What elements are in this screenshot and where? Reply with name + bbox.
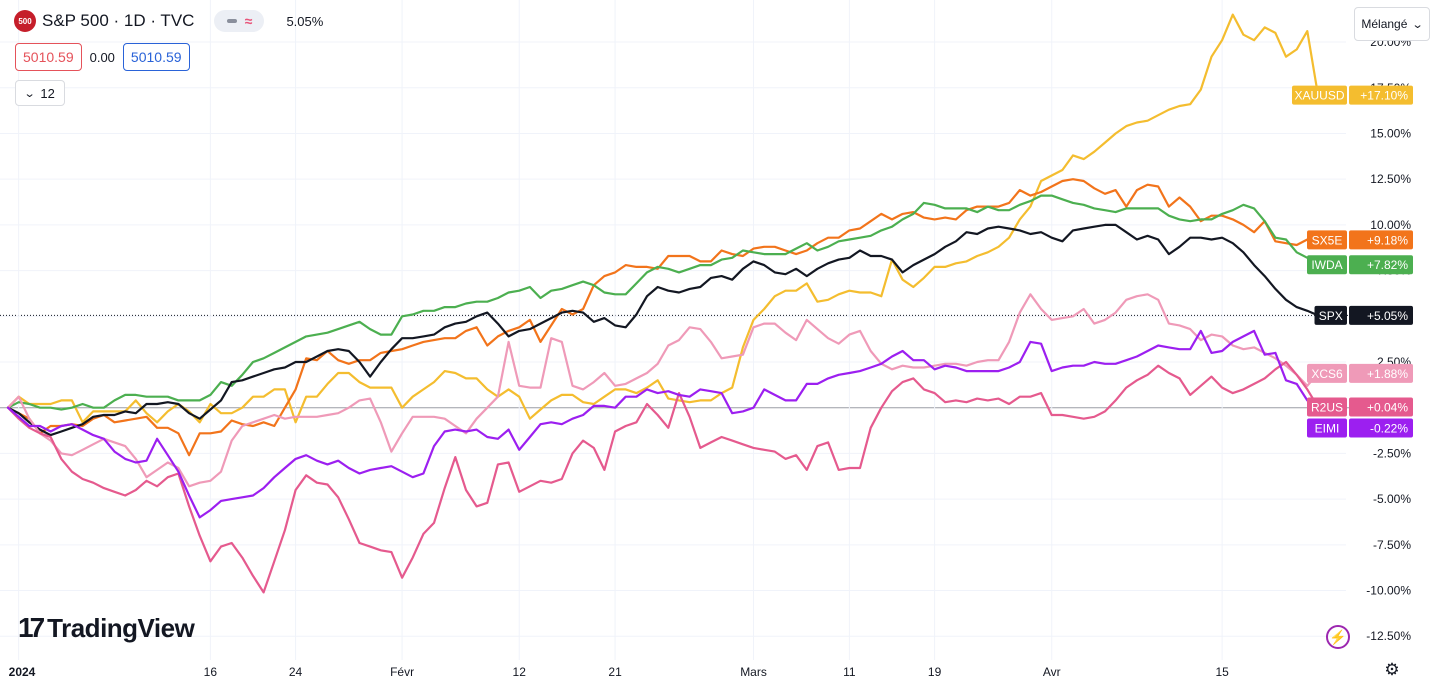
x-tick-label: 12 xyxy=(513,665,527,679)
series-line-xcs6[interactable] xyxy=(6,293,1320,488)
flash-icon[interactable]: ⚡ xyxy=(1326,625,1350,649)
series-name-label: SPX xyxy=(1319,309,1343,323)
series-value-label: +7.82% xyxy=(1367,258,1408,272)
change-percent: 5.05% xyxy=(286,13,324,29)
buy-price-button[interactable]: 5010.59 xyxy=(122,43,190,71)
compare-toggle[interactable]: ≈ xyxy=(214,10,265,32)
series-name-label: XAUUSD xyxy=(1294,89,1344,103)
series-value-box xyxy=(1349,255,1413,275)
series-value-label: +0.04% xyxy=(1367,400,1408,414)
series-label-iwda: IWDA +7.82% xyxy=(1307,255,1413,275)
indicators-collapse-button[interactable]: ⌄ 12 xyxy=(15,80,65,106)
series-name-box xyxy=(1307,230,1347,250)
horizontal-gridlines xyxy=(0,41,1352,637)
x-axis: 2024 16 24 Févr 12 21 Mars 11 19 Avr 15 xyxy=(9,665,1229,679)
tradingview-wordmark: TradingView xyxy=(47,612,195,643)
tradingview-mark-icon: 17 xyxy=(18,612,45,643)
y-tick-label: -5.00% xyxy=(1373,492,1411,506)
minus-icon[interactable] xyxy=(226,19,237,23)
series-value-label: +1.88% xyxy=(1367,367,1408,381)
series-value-box xyxy=(1349,397,1413,417)
price-row: 5010.59 0.00 5010.59 xyxy=(15,43,190,71)
series-label-sx5e: SX5E +9.18% xyxy=(1307,230,1413,250)
y-axis: 20.00%17.50%15.00%12.50%10.00%7.50%5.00%… xyxy=(1366,35,1411,643)
x-tick-label: 19 xyxy=(928,665,942,679)
series-price-labels: XAUUSD +17.10% SX5E +9.18% IWDA +7.82% SPX +5.0… xyxy=(1292,85,1413,438)
series-name-label: SX5E xyxy=(1312,233,1343,247)
gear-icon[interactable]: ⚙ xyxy=(1384,660,1400,679)
scale-mode-label: Mélangé xyxy=(1361,17,1408,31)
vertical-gridlines xyxy=(18,0,1223,660)
series-value-label: +17.10% xyxy=(1360,89,1408,103)
y-tick-label: -7.50% xyxy=(1373,538,1411,552)
series-value-label: -0.22% xyxy=(1370,421,1408,435)
symbol-title[interactable]: S&P 500 · 1D · TVC xyxy=(42,11,195,30)
y-tick-label: 10.00% xyxy=(1370,218,1411,232)
x-tick-label: Févr xyxy=(390,665,414,679)
series-line-spx[interactable] xyxy=(6,223,1320,437)
x-tick-label: 2024 xyxy=(9,665,36,679)
series-lines xyxy=(6,13,1320,594)
series-line-eimi[interactable] xyxy=(6,329,1320,519)
series-line-xauusd[interactable] xyxy=(6,13,1320,424)
y-tick-label: -12.50% xyxy=(1366,629,1411,643)
y-tick-label: -2.50% xyxy=(1373,446,1411,460)
series-line-iwda[interactable] xyxy=(6,194,1320,411)
series-name-label: R2US xyxy=(1311,400,1343,414)
series-name-label: XCS6 xyxy=(1311,367,1343,381)
series-name-label: EIMI xyxy=(1315,421,1340,435)
x-tick-label: Mars xyxy=(740,665,767,679)
sell-price-button[interactable]: 5010.59 xyxy=(15,43,82,71)
series-value-box xyxy=(1349,230,1413,250)
x-tick-label: 21 xyxy=(608,665,622,679)
series-name-box xyxy=(1307,363,1347,383)
series-label-eimi: EIMI -0.22% xyxy=(1307,418,1413,438)
series-label-xauusd: XAUUSD +17.10% xyxy=(1292,85,1413,105)
spread-value: 0.00 xyxy=(89,49,115,65)
series-name-box xyxy=(1314,305,1347,325)
x-tick-label: Avr xyxy=(1043,665,1061,679)
series-line-r2us[interactable] xyxy=(6,360,1320,594)
series-name-label: IWDA xyxy=(1311,258,1342,272)
series-line-sx5e[interactable] xyxy=(6,178,1320,457)
series-name-box xyxy=(1307,418,1347,438)
indicator-count: 12 xyxy=(40,85,55,101)
y-tick-label: 15.00% xyxy=(1370,126,1411,140)
series-label-xcs6: XCS6 +1.88% xyxy=(1307,363,1413,383)
series-name-box xyxy=(1307,397,1347,417)
chevron-down-icon: ⌄ xyxy=(1412,18,1425,31)
series-value-box xyxy=(1349,363,1413,383)
y-tick-label: -10.00% xyxy=(1366,584,1411,598)
x-tick-label: 11 xyxy=(843,665,856,679)
sp500-logo-icon: 500 xyxy=(14,10,36,32)
series-value-label: +5.05% xyxy=(1367,309,1408,323)
x-tick-label: 15 xyxy=(1215,665,1229,679)
series-label-r2us: R2US +0.04% xyxy=(1307,397,1413,417)
tradingview-logo[interactable]: 17 TradingView xyxy=(18,612,195,644)
series-name-box xyxy=(1292,85,1347,105)
x-tick-label: 24 xyxy=(289,665,303,679)
series-label-spx: SPX +5.05% xyxy=(1314,305,1413,325)
series-value-box xyxy=(1349,85,1413,105)
scale-mode-button[interactable]: Mélangé ⌄ xyxy=(1354,7,1430,41)
x-tick-label: 16 xyxy=(204,665,218,679)
chevron-down-icon: ⌄ xyxy=(23,87,36,100)
chart-header: 500 S&P 500 · 1D · TVC ≈ 5.05% xyxy=(14,9,323,33)
series-name-box xyxy=(1307,255,1347,275)
series-value-box xyxy=(1349,305,1413,325)
series-value-label: +9.18% xyxy=(1367,233,1408,247)
series-value-box xyxy=(1349,418,1413,438)
wave-icon[interactable]: ≈ xyxy=(244,13,253,29)
y-tick-label: 12.50% xyxy=(1370,172,1411,186)
